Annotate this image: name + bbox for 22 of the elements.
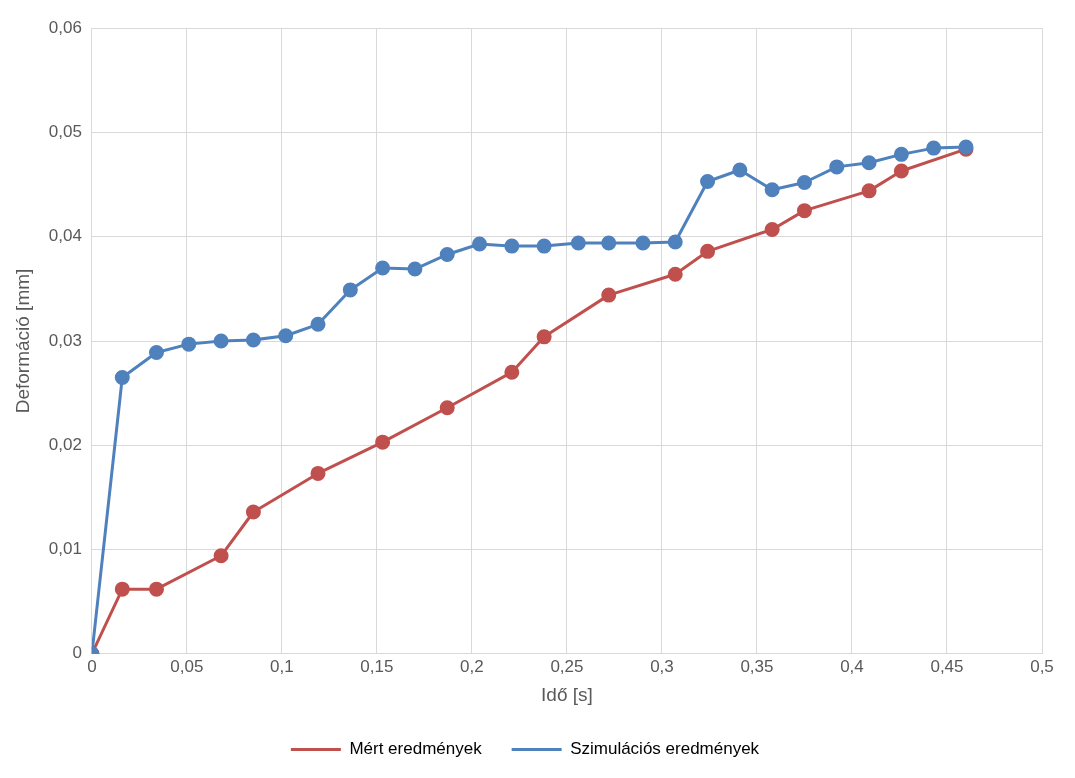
x-tick-label: 0,05 — [170, 656, 204, 676]
x-tick-label: 0,4 — [840, 656, 864, 676]
x-tick-label: 0,25 — [550, 656, 584, 676]
x-axis-title: Idő [s] — [541, 683, 593, 705]
x-tick-label: 0,1 — [270, 656, 294, 676]
y-tick-label: 0,05 — [48, 122, 82, 142]
y-tick-label: 0,04 — [48, 226, 82, 246]
x-tick-label: 0,45 — [930, 656, 964, 676]
y-axis-title: Deformáció [mm] — [11, 268, 33, 414]
x-tick-label: 0,5 — [1030, 656, 1054, 676]
y-tick-label: 0,03 — [48, 330, 82, 350]
y-tick-label: 0 — [72, 643, 82, 663]
legend-label: Szimulációs eredmények — [570, 739, 760, 759]
y-tick-label: 0,02 — [48, 434, 82, 454]
legend-label: Mért eredmények — [349, 739, 483, 759]
y-tick-label: 0,06 — [48, 17, 82, 37]
x-tick-label: 0,3 — [650, 656, 674, 676]
y-tick-label: 0,01 — [48, 539, 82, 559]
x-tick-label: 0,15 — [360, 656, 394, 676]
x-tick-label: 0 — [87, 656, 97, 676]
x-tick-label: 0,35 — [740, 656, 774, 676]
x-tick-label: 0,2 — [460, 656, 484, 676]
